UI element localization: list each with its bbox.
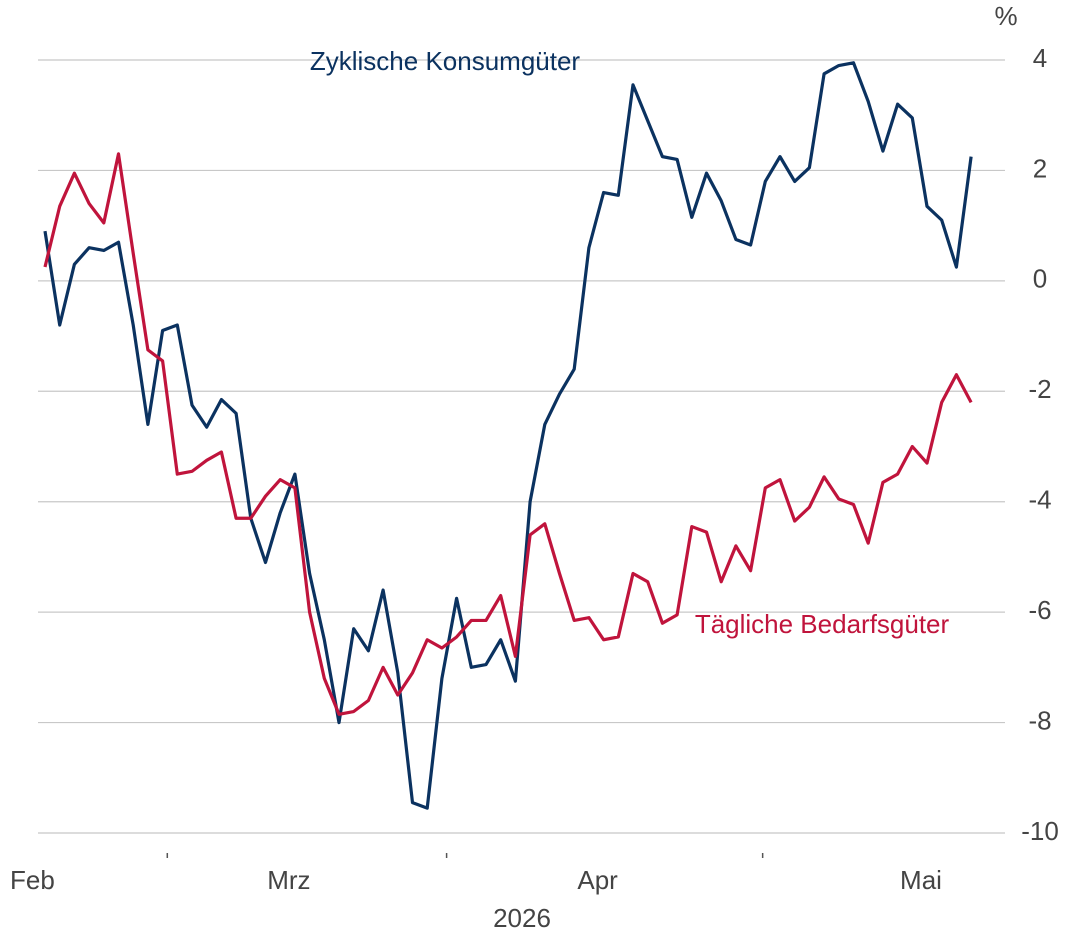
y-tick-label: -4 [1028, 485, 1051, 515]
line-series [43, 61, 973, 810]
y-unit: % [994, 1, 1017, 31]
x-tick-label: Mrz [267, 865, 310, 895]
y-tick-label: -10 [1021, 816, 1059, 846]
x-tick-label: Feb [10, 865, 55, 895]
y-tick-label: -2 [1028, 374, 1051, 404]
y-tick-label: -8 [1028, 705, 1051, 735]
x-tick-label: Mai [900, 865, 942, 895]
series-label: Tägliche Bedarfsgüter [695, 609, 950, 639]
y-tick-label: -6 [1028, 595, 1051, 625]
x-axis-label: 2026 [493, 903, 551, 933]
line-series [43, 152, 973, 716]
x-tick-label: Apr [577, 865, 618, 895]
y-tick-label: 4 [1033, 43, 1047, 73]
y-tick-label: 0 [1033, 264, 1047, 294]
series-label: Zyklische Konsumgüter [310, 46, 581, 76]
y-tick-label: 2 [1033, 153, 1047, 183]
